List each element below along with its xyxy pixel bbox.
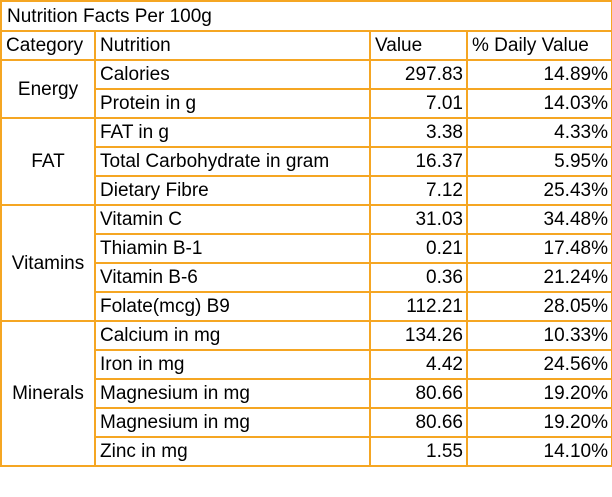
table-row: Zinc in mg 1.55 14.10% <box>1 436 612 467</box>
nutrition-cell: Thiamin B-1 <box>94 233 371 264</box>
header-row: Category Nutrition Value % Daily Value <box>0 30 612 61</box>
daily-value-cell: 28.05% <box>466 291 612 322</box>
table-row: Vitamin B-6 0.36 21.24% <box>1 262 612 293</box>
nutrition-cell: FAT in g <box>94 117 371 148</box>
daily-value-cell: 14.03% <box>466 88 612 119</box>
daily-value-cell: 14.10% <box>466 436 612 467</box>
table-row: Magnesium in mg 80.66 19.20% <box>1 378 612 409</box>
value-cell: 0.21 <box>369 233 468 264</box>
daily-value-cell: 19.20% <box>466 407 612 438</box>
nutrition-cell: Magnesium in mg <box>94 407 371 438</box>
daily-value-cell: 14.89% <box>466 59 612 90</box>
table-row: Total Carbohydrate in gram 16.37 5.95% <box>1 146 612 177</box>
nutrition-cell: Calories <box>94 59 371 90</box>
table-row: Magnesium in mg 80.66 19.20% <box>1 407 612 438</box>
table-row: FAT FAT in g 3.38 4.33% <box>0 117 612 206</box>
category-cell: Energy <box>0 59 96 119</box>
nutrition-cell: Calcium in mg <box>94 320 371 351</box>
table-row: Folate(mcg) B9 112.21 28.05% <box>1 291 612 322</box>
daily-value-cell: 5.95% <box>466 146 612 177</box>
category-cell: Minerals <box>0 320 96 467</box>
table-row: Dietary Fibre 7.12 25.43% <box>1 175 612 206</box>
header-nutrition: Nutrition <box>94 30 371 61</box>
table-row: Vitamins Vitamin C 31.03 34.48% <box>0 204 612 322</box>
title-row: Nutrition Facts Per 100g <box>0 0 612 32</box>
nutrition-cell: Magnesium in mg <box>94 378 371 409</box>
nutrition-cell: Dietary Fibre <box>94 175 371 206</box>
table-row: Minerals Calcium in mg 134.26 10.33% <box>0 320 612 467</box>
nutrition-cell: Folate(mcg) B9 <box>94 291 371 322</box>
nutrition-cell: Iron in mg <box>94 349 371 380</box>
table-row: Iron in mg 4.42 24.56% <box>1 349 612 380</box>
table-title: Nutrition Facts Per 100g <box>0 0 612 32</box>
value-cell: 7.01 <box>369 88 468 119</box>
nutrition-cell: Zinc in mg <box>94 436 371 467</box>
value-cell: 4.42 <box>369 349 468 380</box>
daily-value-cell: 21.24% <box>466 262 612 293</box>
value-cell: 3.38 <box>369 117 468 148</box>
nutrition-cell: Vitamin B-6 <box>94 262 371 293</box>
nutrition-cell: Protein in g <box>94 88 371 119</box>
daily-value-cell: 25.43% <box>466 175 612 206</box>
header-value: Value <box>369 30 468 61</box>
value-cell: 1.55 <box>369 436 468 467</box>
daily-value-cell: 24.56% <box>466 349 612 380</box>
table-row: Protein in g 7.01 14.03% <box>1 88 612 119</box>
header-category: Category <box>0 30 96 61</box>
category-cell: FAT <box>0 117 96 206</box>
value-cell: 112.21 <box>369 291 468 322</box>
nutrition-table-body: Nutrition Facts Per 100g Category Nutrit… <box>0 0 612 467</box>
value-cell: 134.26 <box>369 320 468 351</box>
nutrition-cell: Total Carbohydrate in gram <box>94 146 371 177</box>
value-cell: 297.83 <box>369 59 468 90</box>
table-row: Energy Calories 297.83 14.89% <box>0 59 612 119</box>
daily-value-cell: 19.20% <box>466 378 612 409</box>
table-row: Thiamin B-1 0.21 17.48% <box>1 233 612 264</box>
value-cell: 80.66 <box>369 407 468 438</box>
value-cell: 7.12 <box>369 175 468 206</box>
nutrition-cell: Vitamin C <box>94 204 371 235</box>
value-cell: 0.36 <box>369 262 468 293</box>
daily-value-cell: 10.33% <box>466 320 612 351</box>
daily-value-cell: 4.33% <box>466 117 612 148</box>
daily-value-cell: 34.48% <box>466 204 612 235</box>
category-cell: Vitamins <box>0 204 96 322</box>
header-daily-value: % Daily Value <box>466 30 612 61</box>
daily-value-cell: 17.48% <box>466 233 612 264</box>
value-cell: 31.03 <box>369 204 468 235</box>
value-cell: 80.66 <box>369 378 468 409</box>
nutrition-table: Nutrition Facts Per 100g Category Nutrit… <box>0 0 612 467</box>
value-cell: 16.37 <box>369 146 468 177</box>
